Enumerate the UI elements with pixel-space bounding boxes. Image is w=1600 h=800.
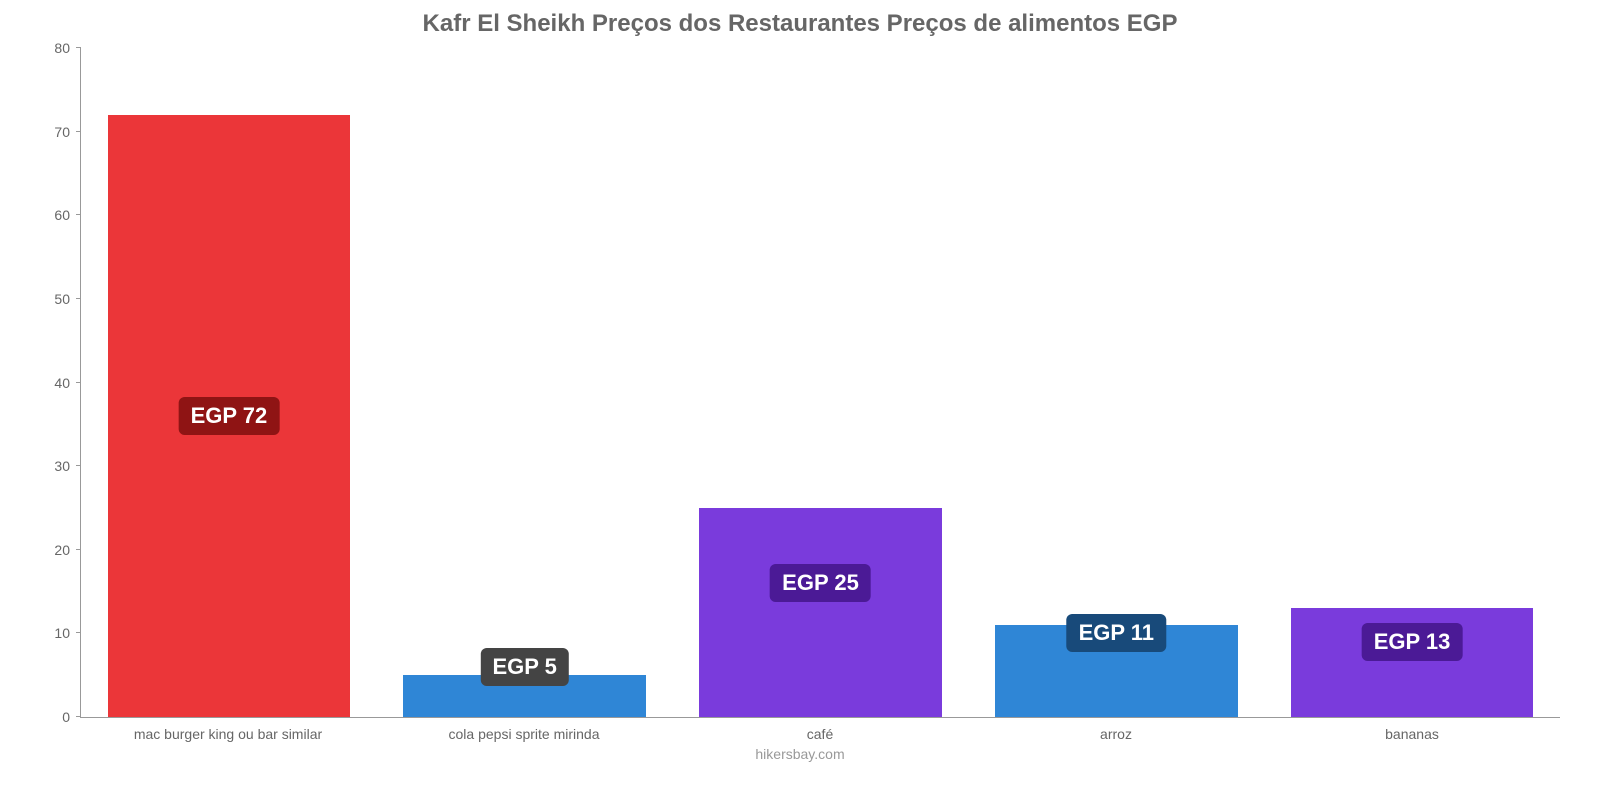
y-axis-ticks: 01020304050607080	[41, 48, 76, 717]
bar-value-label: EGP 72	[179, 397, 280, 435]
y-tick-mark	[76, 632, 81, 633]
y-tick-label: 60	[35, 207, 70, 223]
credit-text: hikersbay.com	[40, 746, 1560, 762]
bars-container: EGP 72 EGP 5 EGP 25 EGP 11 EGP 13	[81, 48, 1560, 717]
bar-value-label: EGP 13	[1362, 623, 1463, 661]
bar-slot: EGP 5	[377, 48, 673, 717]
y-tick-label: 40	[35, 375, 70, 391]
y-tick-label: 0	[35, 709, 70, 725]
bar-value-label: EGP 5	[480, 648, 568, 686]
x-tick-label: bananas	[1264, 718, 1560, 742]
y-tick-label: 50	[35, 291, 70, 307]
x-tick-label: mac burger king ou bar similar	[80, 718, 376, 742]
bar-slot: EGP 25	[673, 48, 969, 717]
y-tick-mark	[76, 465, 81, 466]
y-tick-mark	[76, 47, 81, 48]
plot-area: 01020304050607080 EGP 72EGP 5EGP 25EGP 1…	[80, 48, 1560, 718]
bar-slot: EGP 72	[81, 48, 377, 717]
y-tick-label: 10	[35, 625, 70, 641]
y-tick-mark	[76, 382, 81, 383]
chart-container: Kafr El Sheikh Preços dos Restaurantes P…	[0, 0, 1600, 800]
y-tick-mark	[76, 298, 81, 299]
y-tick-mark	[76, 549, 81, 550]
x-tick-label: arroz	[968, 718, 1264, 742]
y-tick-mark	[76, 131, 81, 132]
y-tick-mark	[76, 716, 81, 717]
bar-value-label: EGP 25	[770, 564, 871, 602]
y-tick-label: 70	[35, 124, 70, 140]
y-tick-label: 80	[35, 40, 70, 56]
bar-slot: EGP 11	[968, 48, 1264, 717]
x-tick-label: café	[672, 718, 968, 742]
chart-title: Kafr El Sheikh Preços dos Restaurantes P…	[40, 10, 1560, 38]
y-tick-label: 20	[35, 542, 70, 558]
y-tick-mark	[76, 214, 81, 215]
bar	[699, 508, 942, 717]
x-tick-label: cola pepsi sprite mirinda	[376, 718, 672, 742]
bar-value-label: EGP 11	[1067, 614, 1166, 652]
bar-slot: EGP 13	[1264, 48, 1560, 717]
x-axis-labels: mac burger king ou bar similarcola pepsi…	[80, 718, 1560, 742]
y-tick-label: 30	[35, 458, 70, 474]
